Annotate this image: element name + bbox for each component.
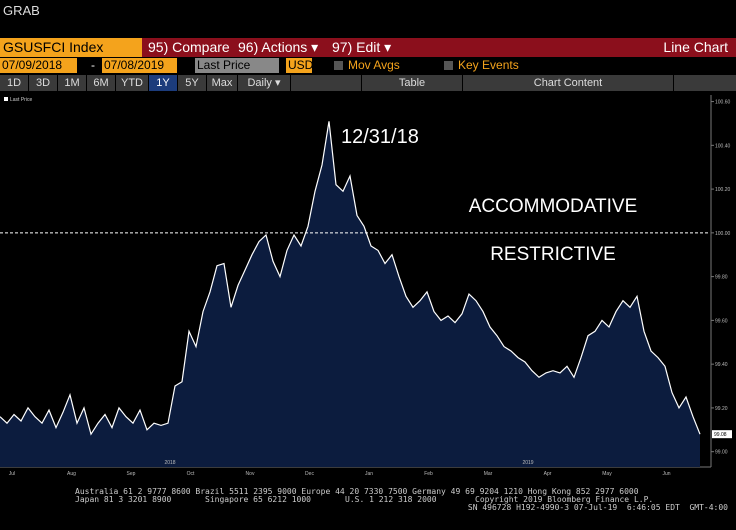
legend-swatch	[4, 97, 8, 101]
line	[0, 121, 701, 436]
y-tick-label: 100.60	[715, 100, 731, 106]
table-btn[interactable]: Table	[362, 75, 462, 91]
range-btn[interactable]: 6M	[87, 75, 115, 91]
x-tick-label: Sep	[127, 471, 136, 477]
y-tick-label: 100.40	[715, 143, 731, 149]
date-dash: -	[91, 58, 95, 72]
x-tick-label: Aug	[67, 471, 76, 477]
x-tick-label: Apr	[544, 471, 552, 477]
x-tick-label: Dec	[305, 471, 314, 477]
footer-line: SN 496728 H192-4990-3 07-Jul-19 6:46:05 …	[467, 503, 728, 512]
x-tick-label: Oct	[187, 471, 195, 477]
footer-line: Australia 61 2 9777 8600 Brazil 5511 239…	[75, 487, 639, 496]
year-label: 2019	[522, 460, 533, 466]
menu-item[interactable]: 95) Compare	[148, 39, 230, 55]
annotation: 12/31/18	[341, 126, 419, 148]
last-value-label: 99.08	[714, 432, 727, 438]
y-tick-label: 99.00	[715, 450, 728, 456]
menu-item[interactable]: 97) Edit ▾	[332, 39, 392, 55]
footer-line: Singapore 65 6212 1000	[205, 495, 311, 504]
last-value-box	[712, 430, 732, 439]
range-btn[interactable]: 1D	[0, 75, 28, 91]
x-tick-label: Mar	[484, 471, 493, 477]
currency[interactable]: USD	[286, 58, 314, 73]
checkbox[interactable]	[334, 61, 343, 70]
footer-line: Copyright 2019 Bloomberg Finance L.P.	[475, 495, 654, 504]
range-btn[interactable]: 5Y	[178, 75, 206, 91]
y-tick-label: 100.20	[715, 187, 731, 193]
range-btn[interactable]: 1Y	[149, 75, 177, 91]
x-tick-label: Feb	[424, 471, 433, 477]
range-btn[interactable]: Max	[207, 75, 237, 91]
annotation: RESTRICTIVE	[490, 244, 616, 265]
start-date[interactable]: 07/09/2018	[0, 58, 77, 73]
mov-avgs[interactable]: Mov Avgs	[348, 58, 400, 72]
range-btn[interactable]: 3D	[29, 75, 57, 91]
tool-btn[interactable]	[291, 75, 361, 91]
ticker[interactable]: GSUSFCI Index	[0, 38, 142, 57]
chart-content-btn[interactable]: Chart Content	[463, 75, 673, 91]
y-tick-label: 100.00	[715, 231, 731, 237]
window-title: GRAB	[3, 3, 40, 18]
x-tick-label: Nov	[246, 471, 255, 477]
end-date[interactable]: 07/08/2019	[102, 58, 177, 73]
footer-line: Japan 81 3 3201 8900	[75, 495, 172, 504]
range-btn[interactable]: Daily ▾	[238, 75, 290, 91]
footer-line: U.S. 1 212 318 2000	[345, 495, 437, 504]
y-tick-label: 99.40	[715, 362, 728, 368]
key-events[interactable]: Key Events	[458, 58, 519, 72]
view-name: Line Chart	[663, 39, 728, 55]
menu-bar	[0, 38, 736, 57]
range-btn[interactable]: YTD	[116, 75, 148, 91]
y-tick-label: 99.60	[715, 318, 728, 324]
year-label: 2018	[164, 460, 175, 466]
x-tick-label: Jan	[365, 471, 373, 477]
chart: 100.60 100.40 100.20 100.00 99.80 99.60 99.40 9…	[0, 95, 732, 477]
x-tick-label: Jun	[662, 471, 670, 477]
menu-item[interactable]: 96) Actions ▾	[238, 39, 319, 55]
settings-btn[interactable]	[674, 75, 736, 91]
checkbox[interactable]	[444, 61, 453, 70]
legend-label: Last Price	[10, 97, 32, 103]
y-tick-label: 99.80	[715, 275, 728, 281]
range-btn[interactable]: 1M	[58, 75, 86, 91]
field-select[interactable]: Last Price	[195, 58, 279, 73]
x-tick-label: Jul	[9, 471, 15, 477]
x-tick-label: May	[602, 471, 612, 477]
annotation: ACCOMMODATIVE	[469, 196, 638, 217]
area	[0, 121, 700, 468]
y-tick-label: 99.20	[715, 406, 728, 412]
